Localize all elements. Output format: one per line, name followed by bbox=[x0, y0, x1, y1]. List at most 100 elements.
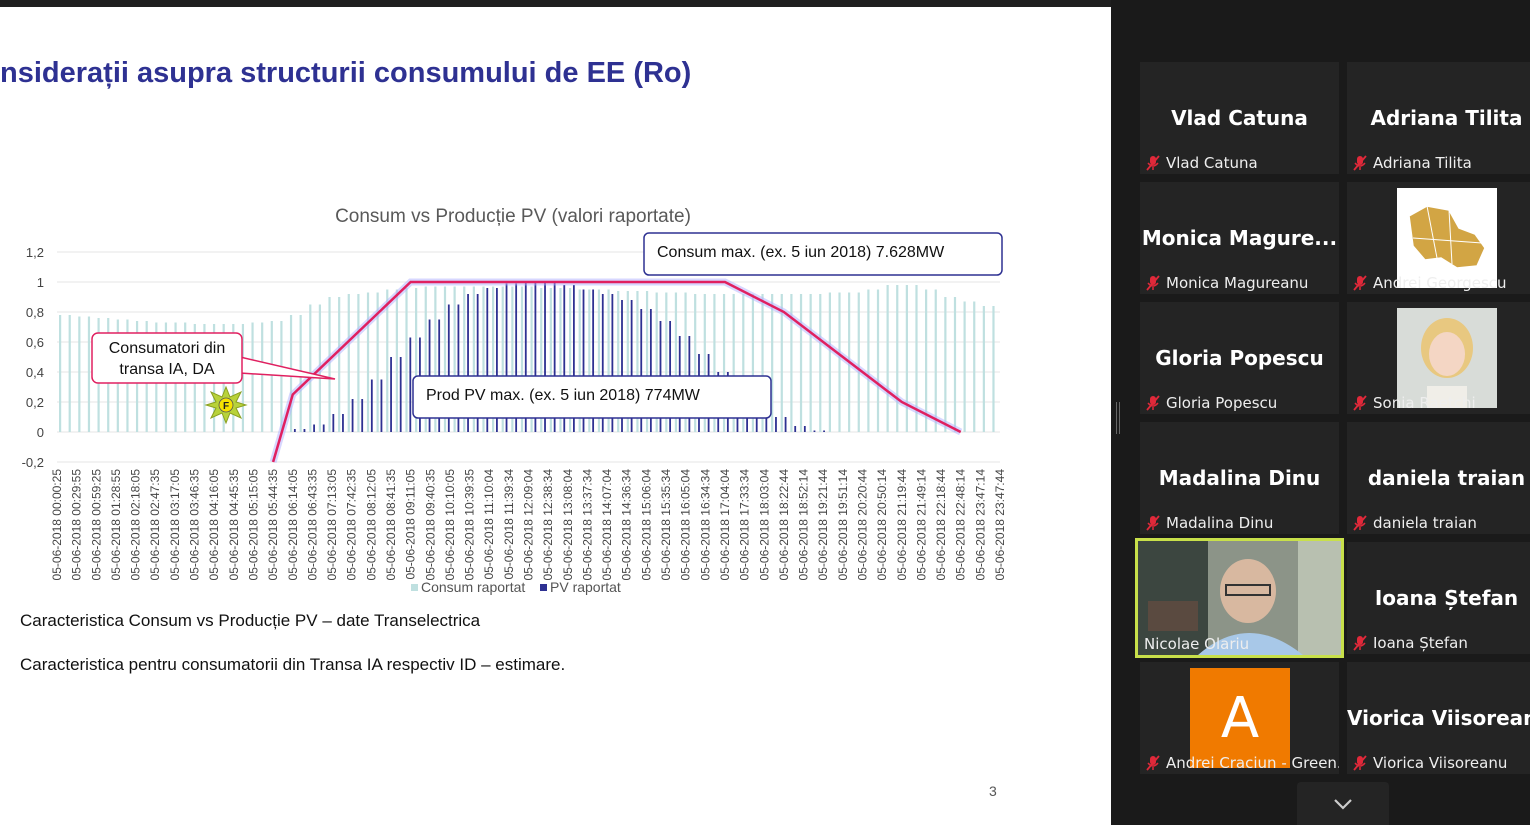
bar-consum bbox=[722, 294, 726, 432]
bar-pv bbox=[322, 424, 325, 432]
bar-pv bbox=[572, 285, 575, 432]
participant-nametag: Viorica Viisoreanu bbox=[1353, 754, 1507, 772]
x-tick-label: 05-06-2018 09:40:35 bbox=[423, 469, 437, 581]
participant-name: Ioana Ștefan bbox=[1373, 634, 1468, 652]
bar-consum bbox=[530, 286, 533, 432]
x-tick-label: 05-06-2018 03:46:35 bbox=[188, 469, 202, 581]
participant-name: Gloria Popescu bbox=[1166, 394, 1278, 412]
bar-consum bbox=[751, 294, 755, 432]
bar-consum bbox=[617, 291, 620, 432]
participant-nametag: Andrei Craciun - Green... bbox=[1146, 754, 1339, 772]
participant-tile[interactable]: Adriana Tilita Adriana Tilita bbox=[1347, 62, 1530, 174]
microphone-muted-icon bbox=[1353, 515, 1367, 531]
bar-consum bbox=[992, 306, 995, 432]
participant-nametag: Monica Magureanu bbox=[1146, 274, 1308, 292]
x-tick-label: 05-06-2018 21:19:44 bbox=[895, 469, 909, 581]
bar-pv bbox=[775, 417, 777, 432]
bar-pv bbox=[524, 282, 527, 432]
microphone-muted-icon bbox=[1353, 755, 1367, 771]
participant-tile[interactable]: Sonia Raetchi bbox=[1347, 302, 1530, 414]
bar-consum bbox=[443, 286, 447, 432]
participant-nametag: Nicolae Olariu bbox=[1144, 635, 1249, 653]
bar-pv bbox=[582, 289, 585, 432]
bar-pv bbox=[553, 282, 556, 432]
bar-consum bbox=[511, 286, 514, 432]
bar-consum bbox=[713, 294, 716, 432]
callout-prod-pv-max: Prod PV max. (ex. 5 iun 2018) 774MW bbox=[412, 375, 772, 419]
legend-swatch bbox=[411, 584, 418, 591]
bar-pv bbox=[351, 399, 354, 432]
x-tick-label: 05-06-2018 17:04:04 bbox=[718, 469, 732, 581]
bar-pv bbox=[476, 294, 479, 432]
bar-pv bbox=[313, 424, 315, 432]
participant-tile[interactable]: Viorica Viisoreanu Viorica Viisoreanu bbox=[1347, 662, 1530, 774]
participant-tile[interactable]: Andrei Georgescu bbox=[1347, 182, 1530, 294]
x-tick-label: 05-06-2018 17:33:34 bbox=[738, 469, 752, 581]
bar-consum bbox=[241, 324, 245, 432]
chevron-down-icon bbox=[1334, 798, 1352, 810]
microphone-muted-icon bbox=[1146, 155, 1160, 171]
bar-consum bbox=[645, 291, 649, 432]
participant-tile[interactable]: Ioana Ștefan Ioana Ștefan bbox=[1347, 542, 1530, 654]
bar-consum bbox=[386, 289, 389, 432]
bar-consum bbox=[674, 292, 678, 432]
participant-tile[interactable]: Nicolae Olariu bbox=[1135, 538, 1344, 658]
bar-pv bbox=[303, 429, 306, 432]
bar-consum bbox=[857, 292, 860, 432]
participant-tile[interactable]: Monica Magure... Monica Magureanu bbox=[1140, 182, 1339, 294]
participant-tile[interactable]: Gloria Popescu Gloria Popescu bbox=[1140, 302, 1339, 414]
x-tick-label: 05-06-2018 19:51:14 bbox=[836, 469, 850, 581]
bar-consum bbox=[655, 292, 658, 432]
bar-consum bbox=[492, 286, 495, 432]
x-tick-label: 05-06-2018 08:41:35 bbox=[384, 469, 398, 581]
bar-consum bbox=[925, 289, 928, 432]
x-tick-label: 05-06-2018 16:05:04 bbox=[679, 469, 693, 581]
bar-pv bbox=[601, 294, 604, 432]
x-tick-label: 05-06-2018 18:52:14 bbox=[797, 469, 811, 581]
bar-pv bbox=[399, 357, 402, 432]
microphone-muted-icon bbox=[1146, 515, 1160, 531]
map-avatar-image bbox=[1397, 188, 1497, 288]
bar-consum bbox=[463, 286, 466, 432]
collapse-gallery-button[interactable] bbox=[1297, 782, 1389, 825]
x-tick-label: 05-06-2018 11:39:34 bbox=[502, 469, 516, 580]
bar-pv bbox=[563, 285, 566, 432]
callout-consumatori: Consumatori din transa IA, DA bbox=[91, 332, 336, 384]
x-tick-label: 05-06-2018 16:34:34 bbox=[698, 469, 712, 581]
x-tick-label: 05-06-2018 23:47:44 bbox=[993, 469, 1007, 581]
participant-tile[interactable]: Vlad Catuna Vlad Catuna bbox=[1140, 62, 1339, 174]
x-tick-label: 05-06-2018 04:45:35 bbox=[227, 469, 241, 581]
x-tick-label: 05-06-2018 05:15:05 bbox=[246, 469, 260, 581]
microphone-muted-icon bbox=[1353, 275, 1367, 291]
bar-pv bbox=[813, 430, 816, 432]
microphone-muted-icon bbox=[1353, 395, 1367, 411]
bar-consum bbox=[982, 306, 985, 432]
bar-consum bbox=[665, 292, 668, 432]
microphone-muted-icon bbox=[1146, 395, 1160, 411]
x-tick-label: 05-06-2018 19:21:44 bbox=[816, 469, 830, 581]
participant-nametag: Ioana Ștefan bbox=[1353, 634, 1468, 652]
bar-consum bbox=[597, 289, 601, 432]
x-tick-label: 05-06-2018 08:12:05 bbox=[364, 469, 378, 581]
y-tick-label: 0,8 bbox=[26, 305, 44, 320]
bar-consum bbox=[540, 288, 543, 432]
x-tick-label: 05-06-2018 10:39:35 bbox=[463, 469, 477, 581]
bar-pv bbox=[447, 304, 450, 432]
participant-tile[interactable]: Madalina Dinu Madalina Dinu bbox=[1140, 422, 1339, 534]
y-tick-label: 1,2 bbox=[26, 245, 44, 260]
x-tick-label: 05-06-2018 22:48:14 bbox=[954, 469, 968, 581]
bar-consum bbox=[876, 289, 880, 432]
participant-tile[interactable]: A Andrei Craciun - Green... bbox=[1140, 662, 1339, 774]
bar-consum bbox=[559, 288, 562, 432]
bar-consum bbox=[867, 289, 870, 432]
bar-pv bbox=[361, 399, 364, 432]
y-axis-ticks: 1,2 1 0,8 0,6 0,4 0,2 0 -0,2 bbox=[22, 245, 44, 470]
bar-consum bbox=[453, 286, 456, 432]
participant-tile[interactable]: daniela traian daniela traian bbox=[1347, 422, 1530, 534]
x-tick-label: 05-06-2018 09:11:05 bbox=[404, 469, 418, 580]
participant-display-name: Madalina Dinu bbox=[1158, 466, 1321, 490]
bar-consum bbox=[309, 304, 312, 432]
bar-pv bbox=[457, 304, 460, 432]
bar-consum bbox=[328, 297, 331, 432]
panel-resize-handle[interactable] bbox=[1116, 402, 1120, 434]
